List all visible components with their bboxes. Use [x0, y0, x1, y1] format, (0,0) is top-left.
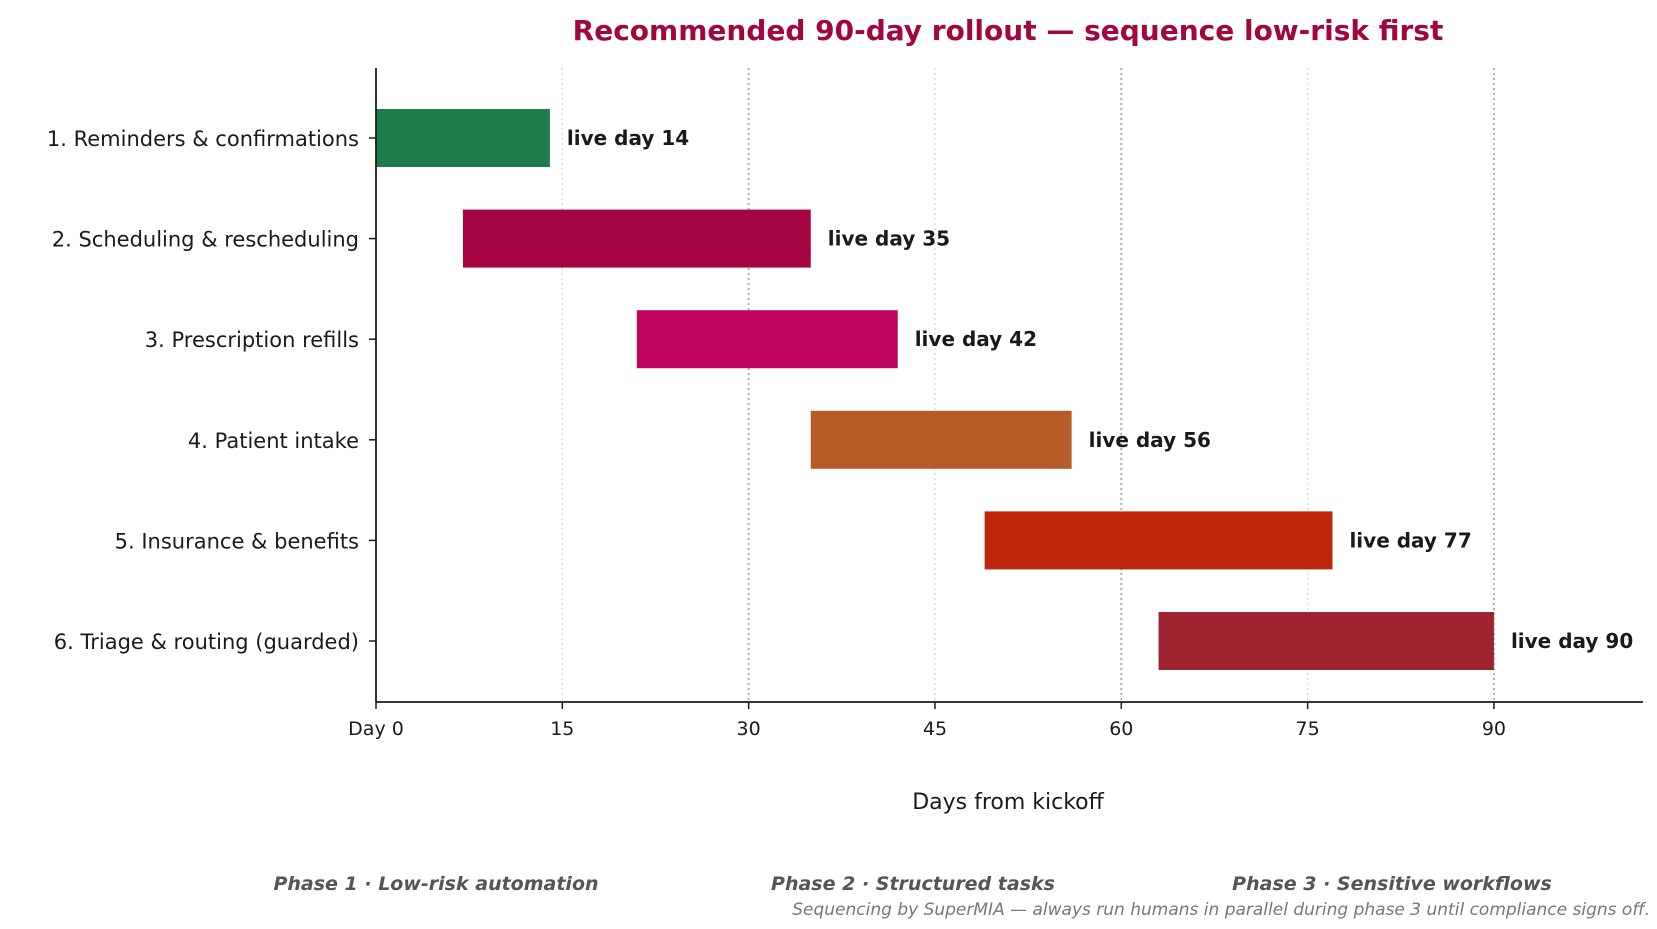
category-label: 4. Patient intake	[188, 429, 359, 453]
category-label: 5. Insurance & benefits	[115, 529, 359, 553]
x-tick-label: 60	[1109, 718, 1133, 740]
phase-label: Phase 3 · Sensitive workflows	[1232, 873, 1552, 895]
category-label: 6. Triage & routing (guarded)	[54, 630, 359, 654]
x-axis-label: Days from kickoff	[912, 790, 1104, 815]
axes-layer: Day 0 15 30 45 60 75 90	[348, 68, 1643, 740]
x-tick-label: Day 0	[348, 718, 404, 740]
bar-annotation: live day 90	[1511, 629, 1633, 653]
category-label: 1. Reminders & confirmations	[47, 127, 359, 151]
x-tick-label: 90	[1482, 718, 1506, 740]
phase-labels: Phase 1 · Low-risk automation Phase 2 · S…	[273, 873, 1551, 895]
x-tick-label: 30	[737, 718, 761, 740]
bar-annotation: live day 35	[828, 227, 950, 251]
bar-annotation: live day 56	[1089, 428, 1211, 452]
x-tick-label: 45	[923, 718, 947, 740]
bar-annotation: live day 77	[1349, 528, 1471, 552]
grid-layer	[561, 68, 1495, 702]
x-tick-label: 75	[1296, 718, 1320, 740]
footnote: Sequencing by SuperMIA — always run huma…	[792, 900, 1650, 920]
gantt-bar	[1158, 612, 1494, 670]
category-label: 2. Scheduling & rescheduling	[52, 228, 359, 252]
chart-title: Recommended 90-day rollout — sequence lo…	[573, 14, 1444, 47]
gantt-bar	[636, 310, 898, 369]
bar-annotation: live day 14	[567, 126, 689, 150]
x-tick-label: 15	[550, 718, 574, 740]
phase-label: Phase 1 · Low-risk automation	[273, 873, 598, 895]
gantt-bar	[810, 410, 1072, 469]
gantt-bar	[462, 209, 811, 268]
bars-layer: live day 14 1. Reminders & confirmations l…	[47, 109, 1633, 670]
gantt-bar	[376, 109, 550, 167]
category-label: 3. Prescription refills	[145, 328, 359, 352]
bar-annotation: live day 42	[915, 327, 1037, 351]
gantt-bar	[984, 511, 1333, 570]
phase-label: Phase 2 · Structured tasks	[771, 873, 1055, 895]
